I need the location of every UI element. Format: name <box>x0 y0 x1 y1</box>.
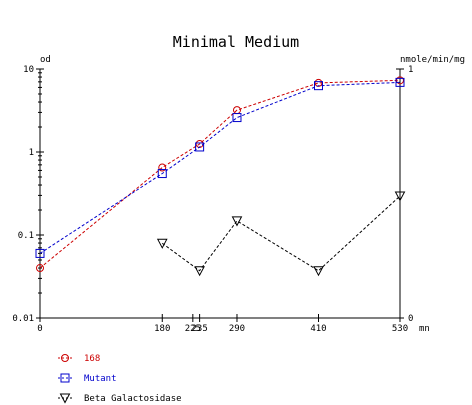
series-line-mutant <box>39 81 401 254</box>
legend-marker-mutant <box>60 373 70 383</box>
data-point-beta-galactosidase <box>231 216 243 227</box>
x-tick-label: 530 <box>392 324 408 334</box>
y-left-tick-label: 0.1 <box>18 231 34 241</box>
data-point-168 <box>36 264 44 273</box>
data-point-168 <box>158 163 167 172</box>
x-tick-label: 235 <box>191 324 207 334</box>
legend-label-beta-galactosidase: Beta Galactosidase <box>84 394 182 404</box>
data-point-beta-galactosidase <box>194 266 205 277</box>
y-left-tick-label: 10 <box>23 65 34 75</box>
y-left-tick-label: 1 <box>29 148 34 158</box>
x-axis-label: mn <box>419 324 430 334</box>
x-tick-label: 180 <box>154 324 170 334</box>
data-point-mutant <box>35 248 45 258</box>
y-left-tick-label: 0.01 <box>12 314 34 324</box>
x-tick-label: 225 <box>185 324 201 334</box>
data-point-mutant <box>157 169 167 179</box>
data-point-beta-galactosidase <box>313 266 324 277</box>
series-layer <box>35 76 406 277</box>
series-line-168 <box>39 79 401 269</box>
axes <box>36 68 404 322</box>
series-line-beta-galactosidase <box>162 195 401 272</box>
data-point-mutant <box>395 77 405 87</box>
chart-title: Minimal Medium <box>173 33 299 51</box>
y-left-axis-label: od <box>40 55 51 65</box>
legend: 168 Mutant Beta Galactosidase <box>58 354 182 404</box>
x-tick-label: 0 <box>37 324 42 334</box>
legend-marker-168 <box>61 354 69 362</box>
legend-label-168: 168 <box>84 354 100 364</box>
x-tick-label: 410 <box>310 324 326 334</box>
data-point-beta-galactosidase <box>394 191 406 202</box>
y-right-axis-label: nmole/min/mg <box>400 55 465 65</box>
legend-marker-beta-galactosidase <box>59 393 71 404</box>
y-right-tick-label: 0 <box>408 314 413 324</box>
y-right-tick-label: 1 <box>408 65 413 75</box>
data-point-mutant <box>313 81 323 91</box>
data-point-beta-galactosidase <box>156 238 168 249</box>
data-point-mutant <box>232 113 242 123</box>
legend-label-mutant: Mutant <box>84 374 117 384</box>
data-point-mutant <box>195 142 205 152</box>
x-tick-label: 290 <box>229 324 245 334</box>
